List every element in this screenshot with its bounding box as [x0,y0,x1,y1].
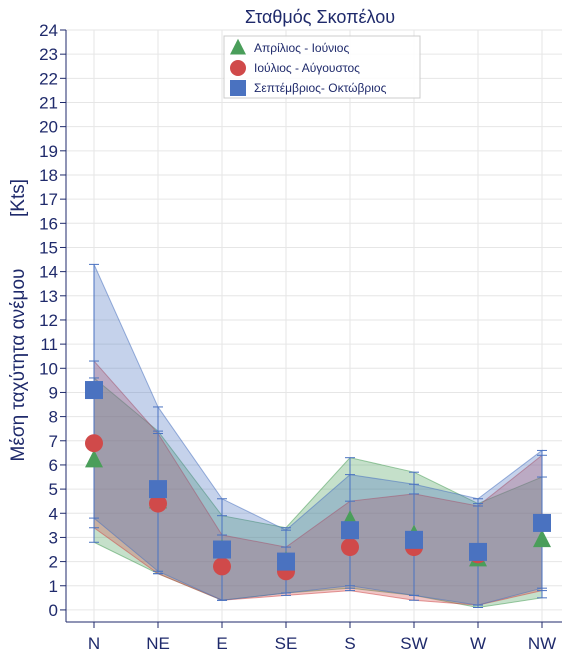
axes: 0123456789101112131415161718192021222324… [39,21,562,653]
legend-marker-series-2 [230,60,246,76]
y-tick-label: 11 [40,335,58,354]
y-tick-label: 20 [39,118,58,137]
y-tick-label: 19 [39,142,58,161]
y-tick-label: 13 [39,287,58,306]
y-tick-label: 4 [49,504,58,523]
point-series-2-N [85,434,103,453]
y-tick-label: 9 [49,383,58,402]
x-tick-label: SW [400,634,427,653]
point-series-1-NW [533,529,551,548]
point-series-3-SW [405,530,423,549]
x-tick-label: NE [146,634,170,653]
y-tick-label: 12 [39,311,58,330]
x-tick-label: SE [275,634,298,653]
point-series-1-N [85,449,103,468]
legend-box [223,35,421,99]
y-tick-label: 3 [49,528,58,547]
point-series-3-S [341,521,359,540]
x-tick-label: W [470,634,486,653]
grid [66,29,562,622]
point-series-3-W [469,542,487,561]
y-tick-label: 5 [49,480,58,499]
x-tick-label: N [88,634,100,653]
y-tick-label: 16 [39,214,58,233]
y-tick-label: 21 [39,93,58,112]
y-tick-label: 8 [49,408,58,427]
y-tick-label: 1 [49,577,58,596]
y-tick-label: 7 [49,432,58,451]
y-axis-unit: [Kts] [8,179,29,217]
y-tick-label: 18 [39,166,58,185]
y-tick-label: 17 [39,190,58,209]
y-tick-label: 14 [39,263,58,282]
x-tick-label: S [344,634,355,653]
y-tick-label: 24 [39,21,58,40]
y-tick-label: 23 [39,45,58,64]
legend-marker-series-1 [230,38,246,55]
legend-marker-series-3 [230,80,246,96]
legend-label-series-2: Ιούλιος - Αύγουστος [254,61,360,75]
point-series-2-E [213,557,231,576]
point-series-3-E [213,540,231,559]
y-tick-label: 22 [39,69,58,88]
legend: Απρίλιος - Ιούνιος Ιούλιος - Αύγουστος Σεπ… [223,35,421,99]
y-tick-label: 0 [49,601,58,620]
point-series-2-NE [149,494,167,513]
point-series-3-SE [277,552,295,571]
point-series-3-NW [533,513,551,532]
x-tick-label: E [216,634,227,653]
x-tick-label: NW [528,634,556,653]
y-tick-label: 15 [39,238,58,257]
data-markers [85,381,551,581]
legend-label-series-1: Απρίλιος - Ιούνιος [254,41,349,55]
y-tick-label: 10 [39,359,58,378]
legend-label-series-3: Σεπτέμβριος- Οκτώβριος [254,81,387,95]
point-series-3-N [85,381,103,400]
y-axis-label: Μέση ταχύτητα ανέμου [8,269,29,462]
chart-title: Σταθμός Σκοπέλου [245,7,395,27]
y-tick-label: 6 [49,456,58,475]
point-series-2-S [341,538,359,557]
y-tick-label: 2 [49,553,58,572]
point-series-3-NE [149,480,167,499]
